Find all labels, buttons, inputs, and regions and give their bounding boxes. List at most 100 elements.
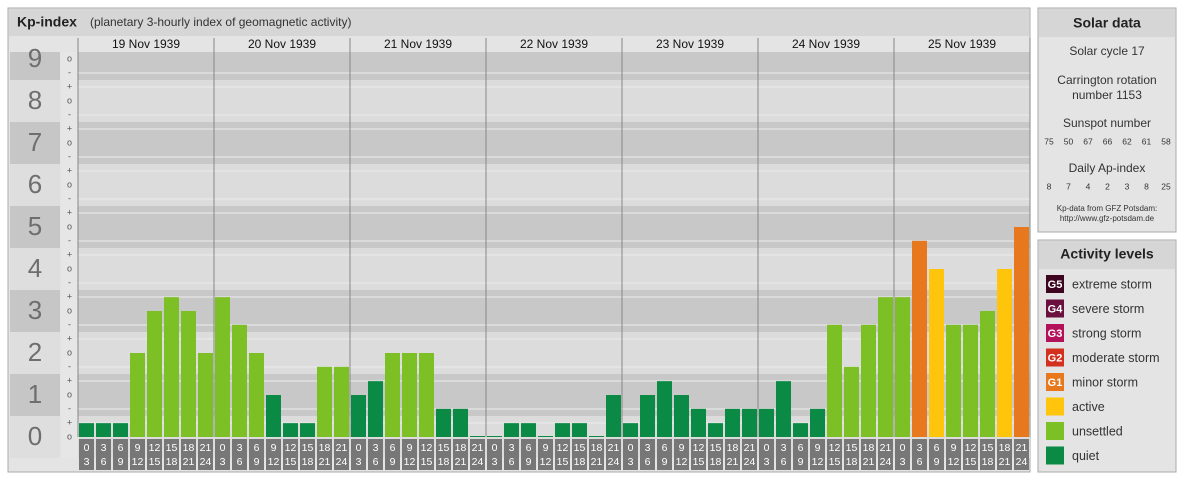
level-swatch <box>1046 348 1064 367</box>
label-cell <box>10 374 60 416</box>
hour-cell <box>300 439 315 470</box>
hour-cell <box>436 439 451 470</box>
hour-cell <box>419 439 434 470</box>
side-text: 58 <box>1161 136 1171 146</box>
side-text: 7 <box>1066 181 1071 191</box>
date-label: 22 Nov 1939 <box>520 37 588 51</box>
hour-label: 12 <box>829 442 841 454</box>
bar <box>130 353 145 437</box>
label-cell <box>10 164 60 206</box>
hour-label: 6 <box>254 442 260 454</box>
label-cell <box>10 206 60 248</box>
hour-cell <box>368 439 383 470</box>
bar <box>215 297 230 437</box>
hour-label: 21 <box>863 456 875 468</box>
hour-cell <box>215 439 230 470</box>
label-cell <box>10 332 60 374</box>
hour-cell <box>980 439 995 470</box>
band <box>78 206 1030 248</box>
y-tick-label: 2 <box>28 337 42 367</box>
hour-label: 15 <box>438 442 450 454</box>
level-label: minor storm <box>1072 375 1138 389</box>
y-sub-label: o <box>67 179 72 189</box>
side-text: Daily Ap-index <box>1069 161 1146 175</box>
side-text: Sunspot number <box>1063 116 1151 130</box>
side-text: Solar data <box>1073 15 1141 31</box>
y-tick-label: 6 <box>28 169 42 199</box>
hour-cell <box>878 439 893 470</box>
hour-label: 6 <box>526 442 532 454</box>
hour-label: 18 <box>302 456 314 468</box>
hour-label: 24 <box>608 456 620 468</box>
hour-label: 9 <box>934 456 940 468</box>
y-sub-label: o <box>67 431 72 441</box>
date-label: 23 Nov 1939 <box>656 37 724 51</box>
hour-cell <box>283 439 298 470</box>
bar <box>640 395 655 437</box>
bar <box>504 423 519 437</box>
y-sub-label: o <box>67 347 72 357</box>
hour-label: 9 <box>135 442 141 454</box>
level-label: extreme storm <box>1072 277 1152 291</box>
y-sub-label: o <box>67 95 72 105</box>
hour-label: 12 <box>693 442 705 454</box>
hour-cell <box>453 439 468 470</box>
hour-label: 18 <box>455 442 467 454</box>
y-sub-label: - <box>68 361 71 371</box>
label-cell <box>10 290 60 332</box>
y-sub-label: o <box>67 137 72 147</box>
hour-label: 15 <box>829 456 841 468</box>
side-text: Activity levels <box>1060 246 1154 262</box>
hour-label: 9 <box>526 456 532 468</box>
level-label: quiet <box>1072 449 1100 463</box>
y-sub-label: + <box>67 417 72 427</box>
hour-label: 12 <box>268 456 280 468</box>
hour-label: 9 <box>407 442 413 454</box>
hour-label: 3 <box>781 442 787 454</box>
bar <box>419 353 434 437</box>
bar <box>453 408 468 437</box>
hour-label: 18 <box>846 456 858 468</box>
bar <box>436 408 451 437</box>
bar <box>283 423 298 437</box>
hour-label: 21 <box>880 442 892 454</box>
y-sub-label: + <box>67 165 72 175</box>
hour-label: 18 <box>727 442 739 454</box>
bar <box>368 381 383 437</box>
hour-cell <box>198 439 213 470</box>
bar <box>725 408 740 437</box>
hour-cell <box>351 439 366 470</box>
hour-label: 18 <box>574 456 586 468</box>
hour-label: 3 <box>917 442 923 454</box>
bar <box>895 297 910 437</box>
bar <box>266 395 281 437</box>
hour-label: 15 <box>982 442 994 454</box>
hour-label: 15 <box>710 442 722 454</box>
hour-label: 21 <box>999 456 1011 468</box>
hour-label: 21 <box>455 456 467 468</box>
bar <box>334 366 349 437</box>
hour-label: 12 <box>404 456 416 468</box>
hour-label: 9 <box>254 456 260 468</box>
bar <box>79 423 94 437</box>
hour-label: 24 <box>880 456 892 468</box>
y-sub-label: - <box>68 151 71 161</box>
bar <box>691 408 706 437</box>
band <box>78 80 1030 122</box>
hour-label: 9 <box>798 456 804 468</box>
y-sub-label: - <box>68 403 71 413</box>
bar <box>198 353 213 437</box>
subtitle: (planetary 3-hourly index of geomagnetic… <box>90 15 351 29</box>
hour-cell <box>691 439 706 470</box>
hour-cell <box>640 439 655 470</box>
hour-label: 21 <box>472 442 484 454</box>
y-sub-label: - <box>68 235 71 245</box>
bar <box>980 311 995 437</box>
label-cell <box>10 248 60 290</box>
level-label: moderate storm <box>1072 351 1160 365</box>
hour-label: 3 <box>645 442 651 454</box>
hour-label: 18 <box>183 442 195 454</box>
y-sub-label: + <box>67 249 72 259</box>
hour-label: 3 <box>356 456 362 468</box>
